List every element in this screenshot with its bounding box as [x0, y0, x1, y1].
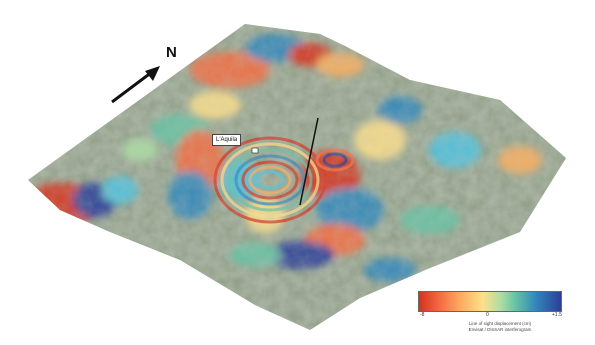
place-marker-icon [251, 147, 259, 154]
colorbar-caption: Line of sight displacement (cm) Envisat … [420, 321, 580, 333]
colorbar-min-label: -8 [420, 312, 425, 318]
north-label: N [166, 44, 177, 61]
north-arrow-icon [111, 66, 160, 104]
fault-line [299, 117, 319, 206]
colorbar-caption-line2: Envisat / DInSAR interferogram [468, 327, 532, 332]
colorbar [418, 291, 562, 312]
colorbar-mid-label: 0 [486, 312, 489, 318]
colorbar-caption-line1: Line of sight displacement (cm) [468, 321, 532, 326]
colorbar-max-label: +1.5 [552, 312, 562, 318]
place-label: L'Aquila [212, 134, 242, 146]
